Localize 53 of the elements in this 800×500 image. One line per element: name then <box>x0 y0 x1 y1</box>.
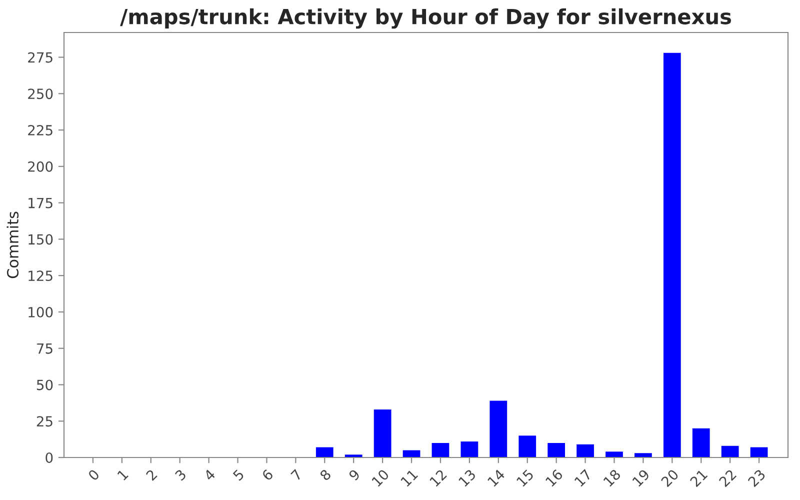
bar <box>692 428 710 458</box>
bar <box>432 442 450 458</box>
y-tick-label: 200 <box>28 161 53 172</box>
bar <box>663 52 681 458</box>
bar <box>576 444 594 458</box>
x-tick-label: 14 <box>487 468 506 487</box>
x-tick-label: 2 <box>146 469 158 481</box>
x-tick-label: 17 <box>574 469 592 487</box>
bar <box>606 452 623 458</box>
x-tick-label: 13 <box>458 468 476 487</box>
bar <box>490 400 508 458</box>
bar <box>374 409 392 458</box>
y-tick-label: 75 <box>37 343 52 354</box>
x-tick-label: 5 <box>232 469 245 482</box>
bar <box>316 447 334 458</box>
y-tick-label: 125 <box>28 270 52 282</box>
x-tick-label: 22 <box>718 469 737 488</box>
x-tick-label: 0 <box>88 468 100 482</box>
bar <box>402 450 420 458</box>
x-tick-label: 19 <box>632 468 650 487</box>
x-tick-label: 12 <box>429 469 447 487</box>
x-tick-label: 9 <box>348 468 361 482</box>
x-tick-label: 20 <box>660 468 680 488</box>
bar <box>750 447 768 458</box>
x-tick-label: 3 <box>174 468 187 482</box>
x-tick-label: 23 <box>747 468 766 488</box>
y-tick-label: 250 <box>28 88 53 100</box>
y-tick-label: 225 <box>28 124 52 136</box>
x-tick-label: 15 <box>516 469 534 487</box>
chart-title: /maps/trunk: Activity by Hour of Day for silvernexus <box>120 8 731 29</box>
y-tick-label: 0 <box>46 452 53 463</box>
bar <box>721 446 739 458</box>
y-tick-label: 50 <box>36 380 53 390</box>
y-tick-label: 25 <box>36 416 52 427</box>
y-tick-label: 175 <box>28 198 52 208</box>
bar <box>460 441 478 458</box>
x-tick-label: 21 <box>690 468 708 488</box>
bar <box>634 453 652 458</box>
bar <box>548 442 566 458</box>
x-tick-label: 18 <box>602 468 622 487</box>
y-tick-label: 100 <box>28 306 53 318</box>
x-tick-label: 7 <box>290 469 302 481</box>
x-tick-label: 1 <box>117 469 128 481</box>
y-tick-label: 150 <box>28 234 53 245</box>
x-tick-label: 8 <box>319 468 332 482</box>
x-tick-label: 4 <box>203 468 216 482</box>
x-tick-label: 11 <box>400 469 418 487</box>
x-tick-label: 6 <box>261 468 274 482</box>
y-tick-label: 275 <box>28 52 52 63</box>
x-tick-label: 10 <box>371 468 390 487</box>
x-tick-label: 16 <box>545 468 564 487</box>
bar <box>518 436 536 458</box>
y-axis-title: Commits <box>6 212 19 278</box>
